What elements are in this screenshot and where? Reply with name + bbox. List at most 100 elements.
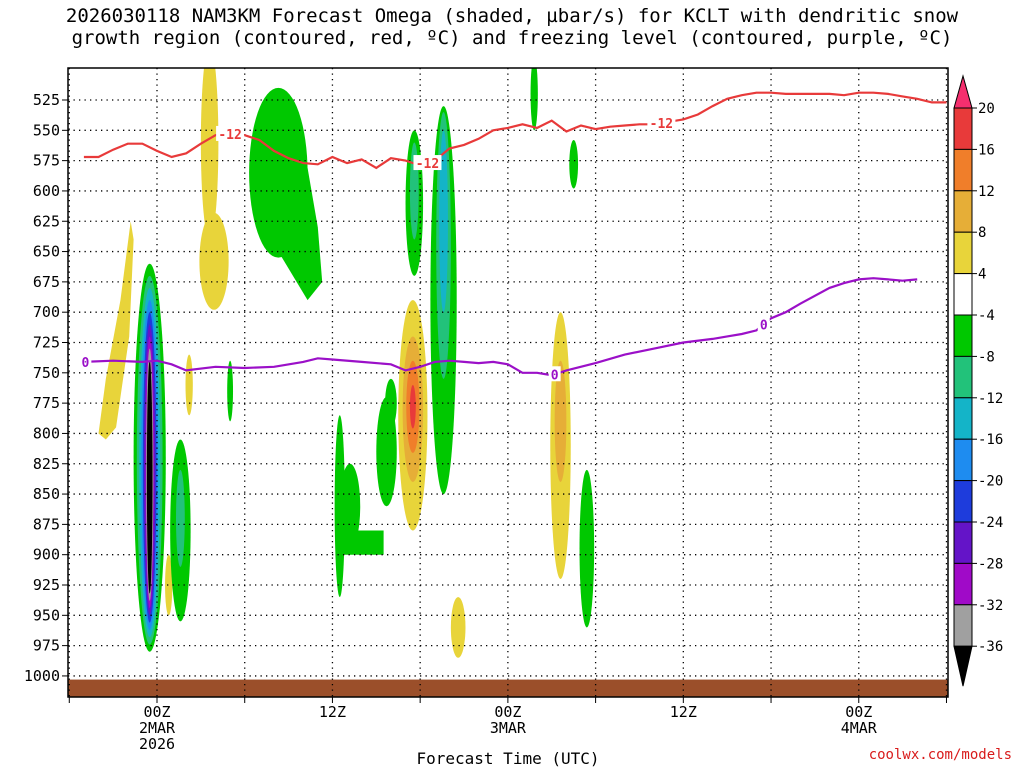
colorbar-swatch (953, 480, 973, 523)
colorbar-label: -8 (978, 349, 995, 365)
colorbar-label: 12 (978, 184, 995, 200)
colorbar-swatch (953, 604, 973, 647)
x-tick-label: 12Z (319, 703, 346, 721)
colorbar-swatch (953, 148, 973, 192)
contour-label-bg (548, 366, 561, 382)
y-tick-label: 925 (33, 576, 60, 594)
omega-ascent-area (334, 415, 345, 598)
omega-descent-area (450, 597, 466, 658)
y-tick-label: 675 (33, 273, 60, 291)
colorbar-label: -20 (978, 474, 1003, 490)
x-tick-label: 2026 (139, 735, 175, 753)
y-tick-label: 575 (33, 152, 60, 170)
colorbar-label: 8 (978, 225, 986, 241)
x-tick-label: 4MAR (841, 719, 878, 737)
colorbar-label: -24 (978, 515, 1003, 531)
omega-descent-area (200, 68, 219, 240)
x-tick-label: 00Z (143, 703, 170, 721)
x-tick-label: 3MAR (490, 719, 527, 737)
omega-ascent-area (176, 469, 185, 567)
colorbar-swatch (953, 190, 973, 233)
omega-descent-area (199, 212, 229, 310)
y-tick-label: 725 (33, 334, 60, 352)
y-tick-label: 700 (33, 303, 60, 321)
colorbar-swatch (953, 438, 973, 482)
y-tick-label: 950 (33, 606, 60, 624)
contour-line (83, 277, 918, 377)
colorbar-swatch (953, 562, 973, 606)
chart-title-line2: growth region (contoured, red, ºC) and f… (71, 27, 953, 49)
contour-label-bg (757, 316, 770, 332)
y-tick-label: 525 (33, 91, 60, 109)
colorbar-swatch (953, 314, 973, 357)
contour-label-bg (79, 353, 92, 369)
colorbar-label: 16 (978, 142, 995, 158)
x-tick-label: 00Z (845, 703, 872, 721)
omega-descent-area (554, 360, 567, 482)
omega-ascent-core (146, 360, 153, 594)
omega-ascent-area (385, 378, 397, 428)
colorbar-label: -28 (978, 556, 1003, 572)
contour-label: -12 (650, 117, 673, 132)
contour-label: 0 (551, 368, 559, 383)
colorbar-swatch (953, 231, 973, 275)
y-tick-label: 800 (33, 424, 60, 442)
y-tick-label: 875 (33, 515, 60, 533)
omega-ascent-area (569, 140, 579, 189)
contour-label: -12 (218, 128, 241, 143)
colorbar-label: -16 (978, 432, 1003, 448)
omega-descent-area (185, 354, 193, 416)
colorbar-label: -36 (978, 639, 1003, 655)
colorbar-label: -12 (978, 391, 1003, 407)
omega-shading (68, 68, 948, 697)
colorbar-swatch (953, 397, 973, 440)
chart-title-line1: 2026030118 NAM3KM Forecast Omega (shaded… (65, 5, 959, 27)
y-axis: 525 550 575 600 625 650 675 700 725 750 775 800 825 8… (24, 91, 68, 685)
colorbar-label: -4 (978, 308, 995, 324)
y-tick-label: 825 (33, 455, 60, 473)
omega-ascent-area (530, 68, 538, 131)
contour-label: -12 (416, 157, 439, 172)
colorbar-swatch (953, 273, 973, 316)
omega-ascent-area (579, 469, 595, 628)
omega-descent-area (165, 554, 173, 616)
colorbar: 20 16 12 8 4 -4 -8 -12 -16 -20 -24 -28 -32 -36 (953, 74, 1003, 687)
y-tick-label: 625 (33, 212, 60, 230)
gridlines (68, 68, 948, 697)
contour-lines: 0 0 0 -12 -12 -12 (79, 91, 947, 383)
contour-label: 0 (760, 318, 768, 333)
x-tick-label: 00Z (494, 703, 521, 721)
y-tick-label: 1000 (24, 667, 60, 685)
y-tick-label: 775 (33, 394, 60, 412)
credit-text: coolwx.com/models (868, 747, 1012, 763)
colorbar-swatch (953, 107, 973, 150)
colorbar-label: -32 (978, 598, 1003, 614)
omega-ascent-area (339, 463, 361, 549)
y-tick-label: 550 (33, 121, 60, 139)
y-tick-label: 850 (33, 485, 60, 503)
omega-descent-area (98, 221, 134, 440)
y-tick-label: 600 (33, 182, 60, 200)
omega-descent-area (409, 384, 416, 429)
colorbar-label: 4 (978, 267, 986, 283)
x-axis-label: Forecast Time (UTC) (416, 749, 599, 768)
contour-label-bg (647, 115, 676, 131)
y-tick-label: 975 (33, 637, 60, 655)
contour-label-bg (216, 125, 245, 141)
omega-ascent-area (439, 130, 448, 313)
colorbar-swatch (953, 355, 973, 399)
colorbar-label: 20 (978, 101, 995, 117)
y-tick-label: 750 (33, 364, 60, 382)
colorbar-arrow-top (953, 74, 973, 109)
terrain-strip (68, 679, 948, 697)
colorbar-arrow-bottom (953, 645, 973, 687)
contour-label-bg (413, 155, 442, 171)
x-tick-label: 2MAR (139, 719, 176, 737)
y-tick-label: 650 (33, 243, 60, 261)
colorbar-swatch (953, 521, 973, 564)
x-tick-label: 12Z (670, 703, 697, 721)
omega-ascent-area (227, 360, 234, 422)
y-tick-label: 900 (33, 546, 60, 564)
